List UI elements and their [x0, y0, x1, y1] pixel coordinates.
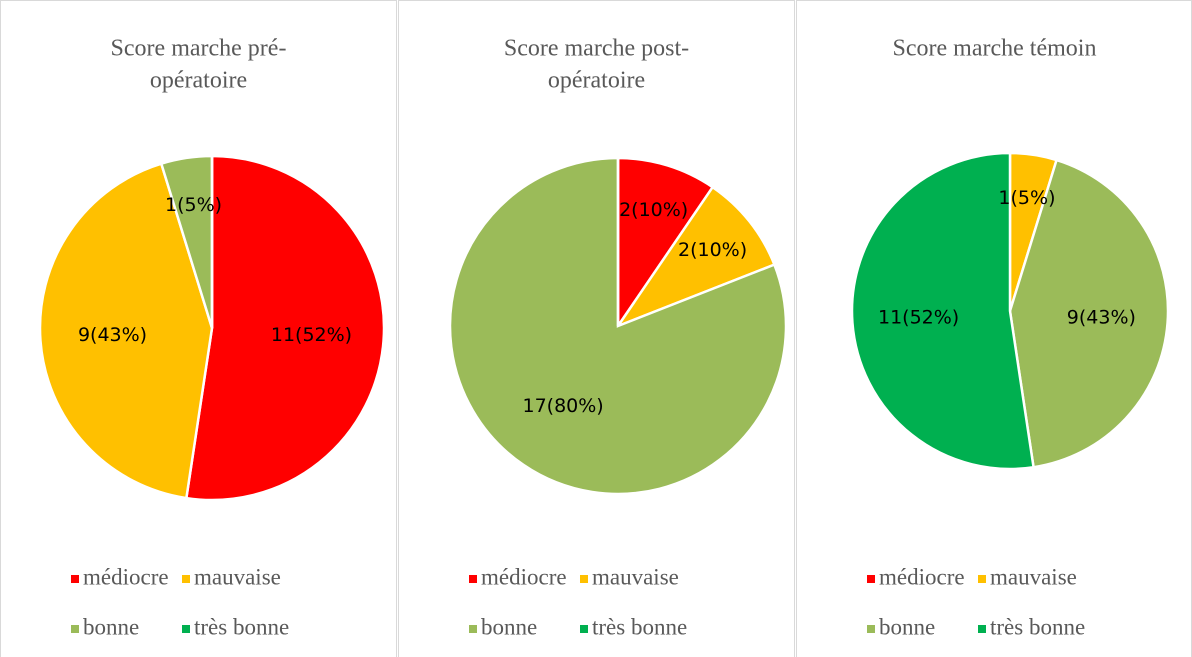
legend-swatch	[71, 575, 79, 583]
chart-title: Score marche témoin	[893, 36, 1097, 62]
data-label: 2(10%)	[678, 239, 747, 261]
legend-label: mauvaise	[592, 564, 679, 589]
panel-frame	[398, 0, 795, 657]
legend-swatch	[978, 575, 986, 583]
legend-swatch	[182, 625, 190, 633]
pie-slice	[184, 154, 386, 502]
legend-label: mauvaise	[194, 564, 281, 589]
legend-swatch	[978, 625, 986, 633]
data-label: 11(52%)	[271, 324, 352, 346]
data-label: 1(5%)	[998, 187, 1055, 209]
data-label: 9(43%)	[78, 324, 147, 346]
legend-label: bonne	[481, 614, 537, 639]
legend-label: très bonne	[990, 614, 1085, 639]
legend-label: mauvaise	[990, 564, 1077, 589]
legend-swatch	[182, 575, 190, 583]
legend-label: très bonne	[194, 614, 289, 639]
legend-label: très bonne	[592, 614, 687, 639]
pie-slice	[38, 162, 214, 500]
legend-label: médiocre	[879, 564, 965, 589]
legend-swatch	[867, 575, 875, 583]
legend-swatch	[867, 625, 875, 633]
legend-label: médiocre	[481, 564, 567, 589]
legend-label: bonne	[879, 614, 935, 639]
panel-frame	[0, 0, 397, 657]
data-label: 11(52%)	[878, 306, 959, 328]
pie-slice	[614, 185, 777, 329]
legend-swatch	[580, 575, 588, 583]
pie-slice	[616, 156, 715, 331]
chart-title: opératoire	[150, 68, 247, 94]
pie-slice	[448, 156, 788, 496]
legend-swatch	[469, 575, 477, 583]
legend-swatch	[580, 625, 588, 633]
legend-label: médiocre	[83, 564, 169, 589]
legend-label: bonne	[83, 614, 139, 639]
chart-title: opératoire	[548, 68, 645, 94]
data-label: 9(43%)	[1067, 306, 1136, 328]
legend-swatch	[469, 625, 477, 633]
chart-title: Score marche post-	[504, 36, 689, 62]
legend-swatch	[71, 625, 79, 633]
data-label: 1(5%)	[165, 194, 222, 216]
chart-title: Score marche pré-	[111, 36, 287, 62]
data-label: 2(10%)	[619, 199, 688, 221]
data-label: 17(80%)	[522, 395, 603, 417]
pie-slice	[850, 151, 1035, 471]
pie-slice	[1008, 158, 1170, 469]
